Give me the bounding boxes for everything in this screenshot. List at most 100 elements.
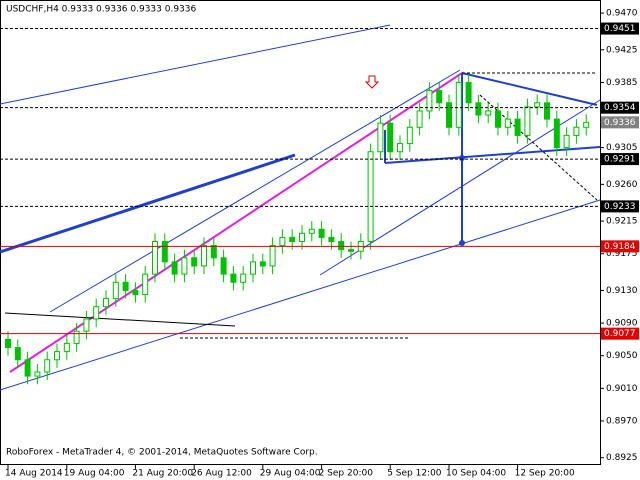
y-tick-label: 0.9050 <box>606 351 638 361</box>
target-point <box>459 240 465 246</box>
price-tag-label: 0.9077 <box>604 329 636 339</box>
footer: RoboForex - MetaTrader 4, © 2001-2014, M… <box>6 448 318 458</box>
candle-body <box>44 359 51 373</box>
candle-body <box>583 121 590 128</box>
candle-body <box>289 236 296 242</box>
candle-body <box>308 228 315 234</box>
channel-line <box>49 69 461 313</box>
candle-body <box>406 126 413 145</box>
candle-body <box>436 90 443 104</box>
candle-body <box>181 257 188 275</box>
chart-title: USDCHF,H4 0.9333 0.9336 0.9333 0.9336 <box>6 5 196 15</box>
channel-line <box>319 99 601 276</box>
channel-line <box>0 199 601 391</box>
x-tick-label: 14 Aug 2014 <box>5 469 63 479</box>
candle-body <box>279 236 286 247</box>
candle-body <box>416 110 423 128</box>
candle-body <box>83 318 90 332</box>
candle-body <box>63 342 70 353</box>
candle-body <box>446 102 452 128</box>
candle-body <box>93 306 100 320</box>
candle-body <box>230 273 237 283</box>
candle-body <box>191 257 198 267</box>
candle-body <box>73 330 80 344</box>
candle-body <box>475 102 482 116</box>
price-tag <box>601 116 639 129</box>
candle-body <box>524 106 531 136</box>
x-tick-label: 19 Aug 04:00 <box>64 469 125 479</box>
x-tick-label: 26 Aug 12:00 <box>191 469 252 479</box>
price-tag <box>601 22 639 35</box>
y-tick-label: 0.9090 <box>606 319 638 329</box>
price-tag-label: 0.9233 <box>604 202 636 212</box>
price-tag <box>601 153 639 166</box>
candle-body <box>259 261 266 267</box>
y-tick-label: 0.9010 <box>606 384 638 394</box>
x-tick-label: 12 Sep 20:00 <box>515 469 575 479</box>
x-tick-label: 10 Sep 04:00 <box>446 469 506 479</box>
candle-body <box>504 118 511 128</box>
price-tag <box>601 327 639 340</box>
candle-body <box>54 351 60 361</box>
trend-line <box>4 312 236 327</box>
triangle-line <box>384 146 601 164</box>
y-tick-label: 0.9260 <box>606 180 638 190</box>
candle-body <box>573 126 580 136</box>
x-tick-label: 21 Aug 20:00 <box>132 469 193 479</box>
candle-body <box>397 143 403 153</box>
candle-body <box>240 273 247 283</box>
price-tag-label: 0.9184 <box>604 242 636 252</box>
candle-body <box>250 261 256 275</box>
sell-arrow <box>364 75 380 89</box>
y-tick-label: 0.9305 <box>606 143 638 153</box>
candle-body <box>544 102 550 120</box>
price-tag-label: 0.9354 <box>604 103 636 113</box>
candle-body <box>112 281 119 300</box>
candle-body <box>299 232 305 242</box>
candle-body <box>426 90 433 112</box>
trend-line <box>0 24 391 105</box>
candle-body <box>171 261 178 275</box>
triangle-line <box>461 72 598 106</box>
candle-body <box>5 338 11 349</box>
candle-body <box>485 110 492 116</box>
candle-body <box>122 281 129 291</box>
price-tag-label: 0.9451 <box>604 24 636 34</box>
y-tick-label: 0.9425 <box>606 45 638 55</box>
candle-body <box>142 273 149 295</box>
candle-body <box>220 257 227 275</box>
trend-line <box>0 153 296 254</box>
candle-body <box>348 249 354 252</box>
x-tick-label: 2 Sep 20:00 <box>319 469 374 479</box>
candle-body <box>514 118 521 136</box>
price-tag <box>601 240 639 253</box>
price-tag <box>601 200 639 213</box>
candle-body <box>318 228 325 238</box>
candle-body <box>465 81 472 104</box>
candle-body <box>210 245 217 259</box>
y-tick-label: 0.8970 <box>606 416 638 426</box>
y-tick-label: 0.8925 <box>606 453 638 463</box>
target-point <box>459 155 465 161</box>
candle-body <box>269 245 276 267</box>
candle-body <box>387 122 394 153</box>
price-tag <box>601 101 639 114</box>
candle-body <box>24 359 31 377</box>
candle-body <box>455 81 462 128</box>
candle-body <box>103 298 109 308</box>
y-tick-label: 0.9215 <box>606 217 638 227</box>
y-tick-label: 0.9470 <box>606 9 638 19</box>
candle-body <box>328 236 335 242</box>
candle-body <box>377 122 384 153</box>
candle-body <box>14 347 21 361</box>
x-tick-label: 29 Aug 04:00 <box>260 469 321 479</box>
price-tag-label: 0.9336 <box>604 118 636 128</box>
y-tick-label: 0.9130 <box>606 286 638 296</box>
candle-body <box>34 371 41 377</box>
price-tag-label: 0.9291 <box>604 155 636 165</box>
y-tick-label: 0.9175 <box>606 249 638 259</box>
candle-body <box>201 245 207 267</box>
candle-body <box>367 151 374 242</box>
candle-body <box>553 118 560 149</box>
